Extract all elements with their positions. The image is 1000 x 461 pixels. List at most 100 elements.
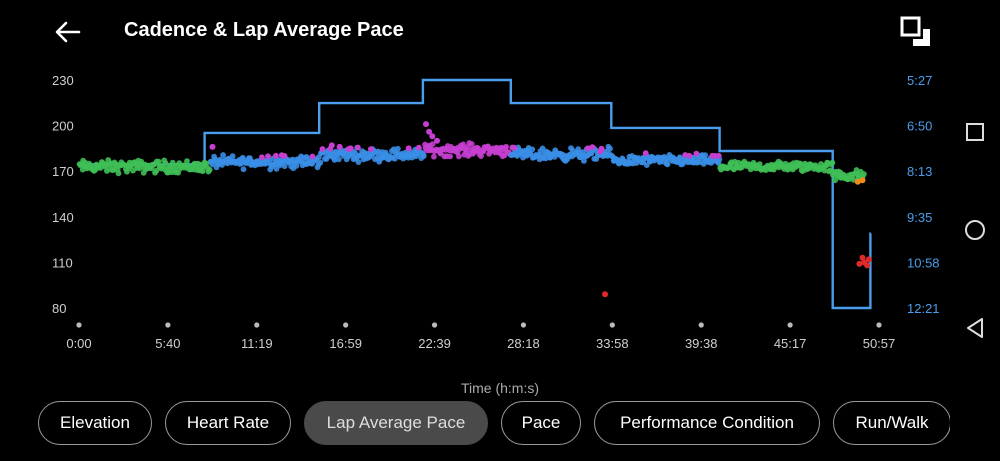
cadence-point	[273, 152, 279, 159]
cadence-point	[309, 153, 316, 160]
cadence-point	[832, 177, 838, 184]
cadence-point	[429, 133, 436, 140]
cadence-point	[602, 291, 608, 298]
y-right-tick-label: 9:35	[907, 210, 932, 225]
x-tick-dot	[431, 322, 438, 328]
cadence-point	[607, 145, 613, 152]
cadence-point	[423, 121, 429, 128]
cadence-point	[162, 160, 169, 166]
cadence-point	[456, 153, 462, 160]
cadence-point	[155, 158, 162, 165]
cadence-point	[317, 159, 324, 166]
cadence-point	[503, 143, 509, 150]
cadence-point	[735, 159, 742, 166]
metric-chip-bar: Elevation Heart Rate Lap Average Pace Pa…	[38, 401, 950, 447]
cadence-point	[336, 143, 343, 150]
cadence-point	[405, 145, 412, 152]
arrow-left-icon	[55, 21, 81, 43]
cadence-pace-chart: 230 200 170 140 110 80 5:27 6:50 8:13 9:35 10:58 1…	[52, 73, 940, 351]
x-tick-dot	[787, 322, 793, 328]
cadence-point	[335, 156, 342, 163]
cadence-point	[702, 152, 709, 158]
cadence-point	[355, 159, 362, 165]
cadence-point	[429, 141, 436, 147]
cadence-point	[509, 144, 516, 151]
cadence-point	[259, 154, 265, 161]
chip-heart-rate[interactable]: Heart Rate	[165, 401, 291, 445]
cadence-point	[711, 153, 718, 159]
cadence-point	[864, 262, 871, 269]
cadence-point	[115, 170, 122, 177]
cadence-point	[859, 177, 866, 184]
cadence-point	[821, 167, 828, 174]
cadence-point	[865, 256, 872, 263]
x-tick-dot	[165, 322, 171, 328]
cadence-point	[206, 166, 213, 173]
chip-pace[interactable]: Pace	[501, 401, 581, 445]
x-tick-label: 45:17	[774, 336, 807, 351]
y-right-tick-label: 5:27	[907, 73, 932, 88]
cadence-point	[686, 152, 693, 159]
expand-button[interactable]	[896, 12, 936, 52]
cadence-point	[199, 168, 206, 175]
cadence-point	[664, 161, 671, 168]
cadence-point	[229, 153, 236, 159]
y-left-tick-label: 170	[52, 164, 74, 179]
x-tick-label: 16:59	[329, 336, 362, 351]
cadence-point	[861, 171, 867, 177]
y-left-tick-label: 200	[52, 119, 74, 134]
cadence-point	[859, 254, 866, 261]
chip-lap-average-pace[interactable]: Lap Average Pace	[304, 401, 488, 445]
y-axis-left: 230 200 170 140 110 80	[52, 73, 74, 316]
cadence-point	[468, 141, 475, 147]
cadence-point	[240, 166, 247, 173]
chip-performance-condition[interactable]: Performance Condition	[594, 401, 820, 445]
cadence-point	[355, 144, 361, 151]
x-tick-dot	[609, 322, 615, 328]
system-back-button[interactable]	[958, 311, 992, 345]
cadence-point	[593, 156, 600, 162]
x-tick-dot	[520, 322, 527, 328]
y-left-tick-label: 230	[52, 73, 74, 88]
page-title: Cadence & Lap Average Pace	[124, 19, 404, 41]
lap-pace-series	[79, 78, 872, 310]
x-tick-label: 22:39	[418, 336, 451, 351]
system-nav-bar	[950, 0, 1000, 461]
app-header: Cadence & Lap Average Pace	[0, 0, 950, 62]
x-tick-label: 5:40	[155, 336, 180, 351]
cadence-point	[281, 163, 288, 170]
x-tick-dot	[876, 322, 882, 328]
cadence-point	[642, 150, 649, 156]
cadence-point	[184, 158, 190, 164]
cadence-point	[209, 143, 216, 150]
cadence-point	[367, 146, 374, 152]
cadence-point	[856, 260, 863, 267]
cadence-point	[220, 152, 227, 158]
back-button[interactable]	[46, 10, 90, 54]
chip-elevation[interactable]: Elevation	[38, 401, 152, 445]
cadence-point	[693, 150, 700, 157]
x-tick-label: 33:58	[596, 336, 629, 351]
cadence-point	[426, 128, 433, 135]
triangle-back-icon	[967, 318, 983, 338]
cadence-point	[420, 153, 427, 159]
x-tick-dot	[254, 322, 260, 328]
y-left-tick-label: 140	[52, 210, 74, 225]
x-tick-label: 39:38	[685, 336, 718, 351]
cadence-point	[854, 178, 861, 185]
y-right-tick-label: 6:50	[907, 119, 932, 134]
cadence-point	[415, 144, 422, 151]
cadence-point	[447, 153, 453, 160]
recents-button[interactable]	[958, 115, 992, 149]
x-tick-label: 50:57	[863, 336, 896, 351]
cadence-point	[328, 142, 335, 149]
circle-icon	[965, 220, 985, 240]
cadence-point	[829, 159, 836, 166]
x-axis: 0:00 5:40 11:19 16:59 22:39 28:18 33:58 39:38 45…	[66, 322, 895, 351]
home-button[interactable]	[958, 213, 992, 247]
lap-pace-line	[79, 78, 872, 310]
cadence-point	[319, 146, 326, 152]
cadence-point	[278, 152, 285, 159]
x-axis-title: Time (h:m:s)	[460, 380, 540, 396]
chip-run-walk[interactable]: Run/Walk	[833, 401, 950, 445]
